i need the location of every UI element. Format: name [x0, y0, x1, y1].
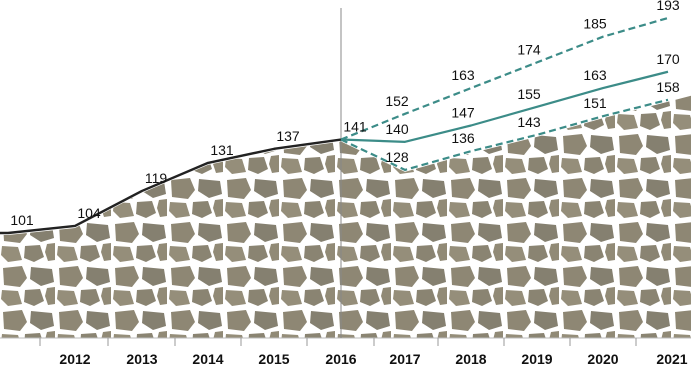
high-forecast-series-line	[340, 16, 669, 141]
x-axis: 2012 2013 2014 2015 2016 2017 2018 2019 2020 2021	[0, 8, 691, 367]
series-lines	[0, 16, 669, 235]
x-tick-label: 2012	[59, 351, 90, 367]
mid-forecast-data-label: 155	[517, 86, 541, 102]
low-forecast-data-label: 143	[517, 114, 541, 130]
high-forecast-data-label: 152	[385, 93, 409, 109]
x-tick-label: 2013	[126, 351, 157, 367]
mid-forecast-data-label: 140	[385, 121, 409, 137]
x-tick-label: 2016	[325, 351, 356, 367]
historical-data-label: 101	[10, 212, 34, 228]
high-forecast-data-label: 193	[656, 0, 680, 13]
x-tick-label: 2018	[455, 351, 486, 367]
data-labels: 101 104 119 131 137 141 152 163 174 185 193 140 147 1…	[10, 0, 680, 228]
low-forecast-data-label: 136	[451, 130, 475, 146]
low-forecast-data-label: 128	[385, 149, 409, 165]
x-tick-label: 2019	[521, 351, 552, 367]
mid-forecast-data-label: 170	[656, 51, 680, 67]
low-forecast-data-label: 158	[656, 79, 680, 95]
high-forecast-data-label: 174	[517, 41, 541, 57]
mid-forecast-data-label: 147	[451, 105, 475, 121]
low-forecast-data-label: 151	[583, 95, 607, 111]
stone-wall-background	[0, 95, 691, 338]
x-tick-label: 2014	[192, 351, 223, 367]
high-forecast-data-label: 163	[451, 67, 475, 83]
historical-data-label: 131	[210, 142, 234, 158]
historical-data-label: 119	[145, 170, 168, 186]
x-tick-label: 2020	[587, 351, 618, 367]
high-forecast-data-label: 185	[583, 16, 607, 32]
stone-wall-fill	[0, 95, 691, 338]
x-tick-label: 2015	[258, 351, 289, 367]
historical-data-label: 137	[276, 128, 300, 144]
x-tick-label: 2017	[389, 351, 420, 367]
historical-data-label: 104	[77, 205, 101, 221]
low-forecast-series-line	[340, 98, 669, 172]
x-tick-label: 2021	[656, 351, 687, 367]
mid-forecast-data-label: 163	[583, 67, 607, 83]
historical-series-line	[0, 138, 342, 235]
historical-data-label: 141	[343, 119, 367, 135]
mid-forecast-series-line	[340, 70, 669, 143]
